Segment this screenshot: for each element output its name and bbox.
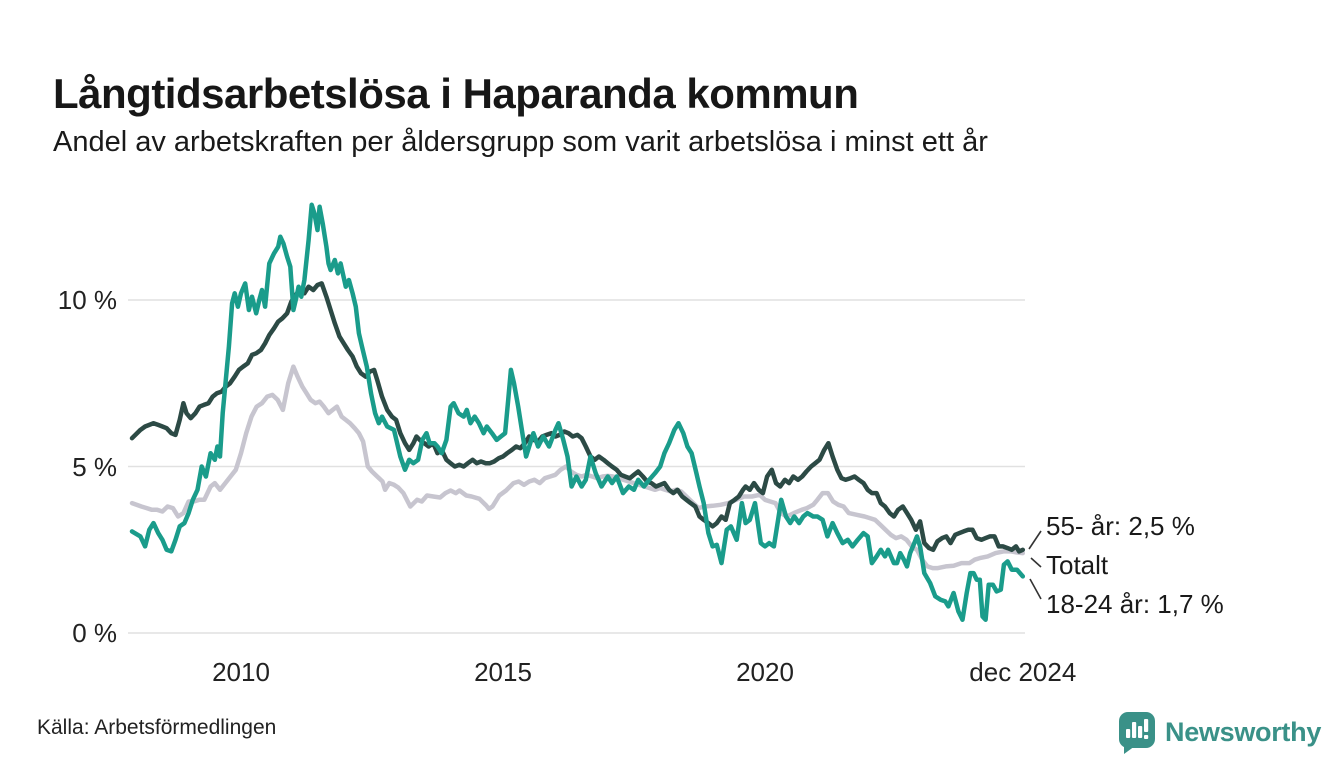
end-label-55- år: 55- år: 2,5 % (1046, 511, 1195, 541)
y-tick-label: 5 % (72, 451, 117, 482)
newsworthy-logo[interactable]: Newsworthy (1117, 710, 1321, 754)
x-tick-label: 2010 (212, 657, 270, 687)
x-tick-label: dec 2024 (969, 657, 1077, 687)
source-note: Källa: Arbetsförmedlingen (37, 716, 277, 739)
brand-wordmark: Newsworthy (1165, 716, 1322, 747)
y-tick-label: 10 % (57, 285, 117, 315)
x-tick-label: 2020 (736, 657, 794, 687)
y-tick-label: 0 % (72, 618, 117, 648)
chart-subtitle: Andel av arbetskraften per åldersgrupp s… (53, 126, 988, 158)
series-line-55- år (129, 281, 1026, 554)
page-title: Långtidsarbetslösa i Haparanda kommun (53, 70, 859, 118)
newsworthy-icon (1117, 710, 1157, 754)
series-line-Totalt (129, 364, 1026, 571)
series-line-18-24 år (129, 202, 1026, 622)
x-tick-label: 2015 (474, 657, 532, 687)
end-label-Totalt: Totalt (1046, 550, 1109, 580)
end-label-18-24 år: 18-24 år: 1,7 % (1046, 589, 1224, 619)
